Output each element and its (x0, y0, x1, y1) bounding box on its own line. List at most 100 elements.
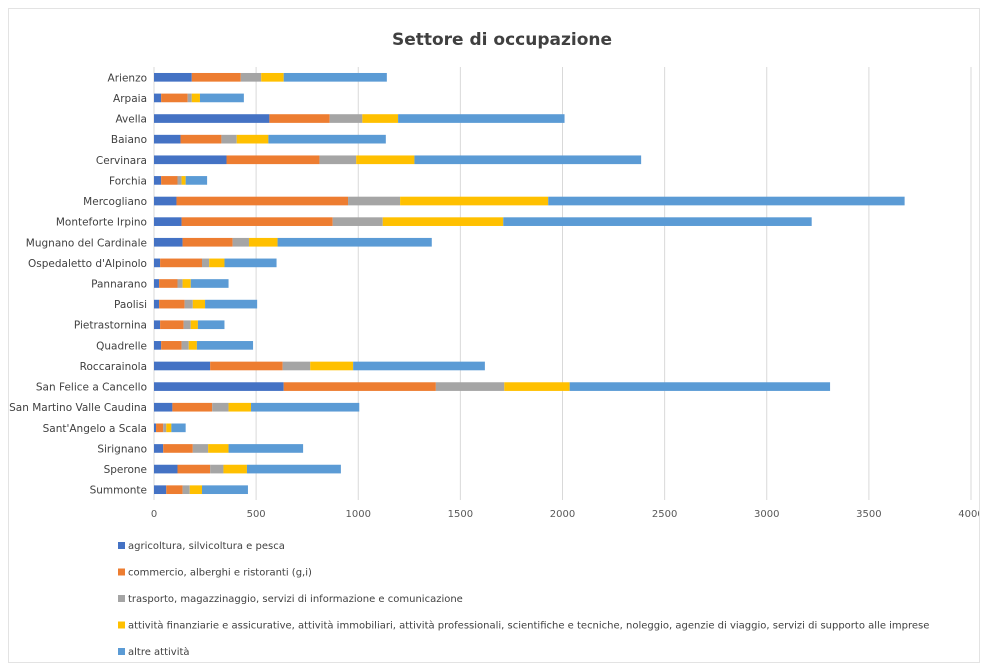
bar-segment (190, 320, 198, 330)
category-label: Pannarano (91, 279, 147, 291)
bar-segment (181, 217, 333, 226)
bar-segment (183, 320, 191, 330)
bar-segment (362, 114, 399, 123)
x-tick-label: 500 (247, 509, 266, 520)
bar-segment (154, 217, 182, 226)
bar-segment (228, 444, 304, 453)
bar-segment (177, 279, 183, 288)
category-label: Monteforte Irpino (56, 217, 147, 229)
bar-segment (277, 237, 432, 247)
bar-segment (348, 196, 401, 206)
category-label: Sperone (104, 464, 147, 476)
bar-segment (172, 402, 213, 412)
bar-segment (319, 155, 357, 165)
bar-segment (166, 485, 183, 495)
legend-swatch (118, 648, 125, 655)
legend-swatch (118, 595, 125, 602)
bar-segment (166, 423, 172, 433)
bar-segment (221, 134, 237, 144)
bar-segment (181, 176, 186, 185)
bar-segment (201, 258, 210, 268)
chart-frame: Settore di occupazione Arienzo Arpaia Avel… (8, 8, 984, 663)
bar-segment (182, 485, 190, 495)
bar-segment (199, 93, 244, 103)
category-label: Quadrelle (96, 340, 147, 352)
bar-segment (382, 217, 504, 226)
category-label: Roccarainola (80, 361, 147, 373)
legend: agricoltura, silvicoltura e pesca commerc… (118, 541, 929, 658)
bar-segment (154, 464, 178, 474)
bar-segment (154, 423, 157, 433)
bar-segment (569, 382, 831, 391)
bar-segment (226, 155, 320, 165)
bar-segment (329, 114, 363, 123)
legend-swatch (118, 542, 125, 549)
legend-entry: trasporto, magazzinaggio, servizi di inf… (128, 594, 463, 605)
category-label: Mugnano del Cardinale (26, 237, 147, 249)
bar-segment (177, 176, 182, 185)
bar-segment (184, 299, 193, 309)
bar-segment (210, 361, 283, 371)
bar-segment (176, 196, 349, 206)
bar-segment (189, 485, 202, 495)
bar-segment (269, 114, 330, 123)
bar-segment (201, 485, 248, 495)
bar-segment (236, 134, 269, 144)
category-label: Sant'Angelo a Scala (43, 423, 147, 435)
bar-segment (188, 341, 197, 350)
bar-segment (332, 217, 383, 226)
bar-segment (435, 382, 505, 391)
gridlines (153, 67, 972, 500)
category-label: Sirignano (97, 443, 147, 455)
bar-segment (356, 155, 415, 165)
x-tick-label: 1000 (346, 509, 371, 520)
category-label: Mercogliano (83, 196, 147, 208)
bar-segment (185, 176, 208, 185)
bar-segment (154, 485, 167, 495)
legend-entry: agricoltura, silvicoltura e pesca (128, 541, 285, 552)
bar-segment (191, 72, 241, 82)
bar-segment (154, 444, 164, 453)
bar-segment (282, 361, 311, 371)
bar-segment (504, 382, 570, 391)
category-labels: Arienzo Arpaia Avella Baiano Cervinara Forchi… (9, 72, 147, 496)
stacked-bar-chart: Settore di occupazione Arienzo Arpaia Avel… (9, 30, 984, 658)
bar-segment (310, 361, 354, 371)
bar-segment (268, 134, 386, 144)
bar-segment (548, 196, 905, 206)
x-tick-label: 0 (151, 509, 157, 520)
bar-segment (192, 299, 206, 309)
legend-entry: attività finanziarie e assicurative, att… (128, 620, 929, 632)
category-label: Arpaia (113, 93, 147, 105)
x-tick-label: 1500 (448, 509, 473, 520)
chart-title: Settore di occupazione (392, 30, 612, 50)
category-label: Paolisi (114, 299, 147, 311)
category-label: San Felice a Cancello (36, 382, 147, 394)
category-label: Baiano (111, 134, 147, 146)
legend-swatch (118, 621, 125, 629)
bar-segment (154, 279, 160, 288)
bar-segment (223, 464, 247, 474)
bar-segment (182, 279, 191, 288)
bar-segment (205, 299, 258, 309)
bar-segment (240, 72, 262, 82)
bar-segment (503, 217, 812, 226)
bar-segment (197, 320, 225, 330)
bar-segment (212, 402, 229, 412)
legend-swatch (118, 568, 125, 576)
bar-segment (161, 176, 178, 185)
bar-segment (191, 93, 200, 103)
bar-segment (163, 423, 167, 433)
bar-segment (154, 382, 284, 391)
category-label: Ospedaletto d'Alpinolo (28, 258, 147, 270)
bar-segment (414, 155, 642, 165)
bar-segment (251, 402, 360, 412)
bar-segment (154, 299, 160, 309)
bar-segment (283, 382, 436, 391)
bar-segment (190, 279, 229, 288)
bar-segment (161, 341, 182, 350)
bar-segment (154, 361, 211, 371)
bar-segment (228, 402, 252, 412)
bar-segment (400, 196, 549, 206)
bar-segment (154, 237, 183, 247)
